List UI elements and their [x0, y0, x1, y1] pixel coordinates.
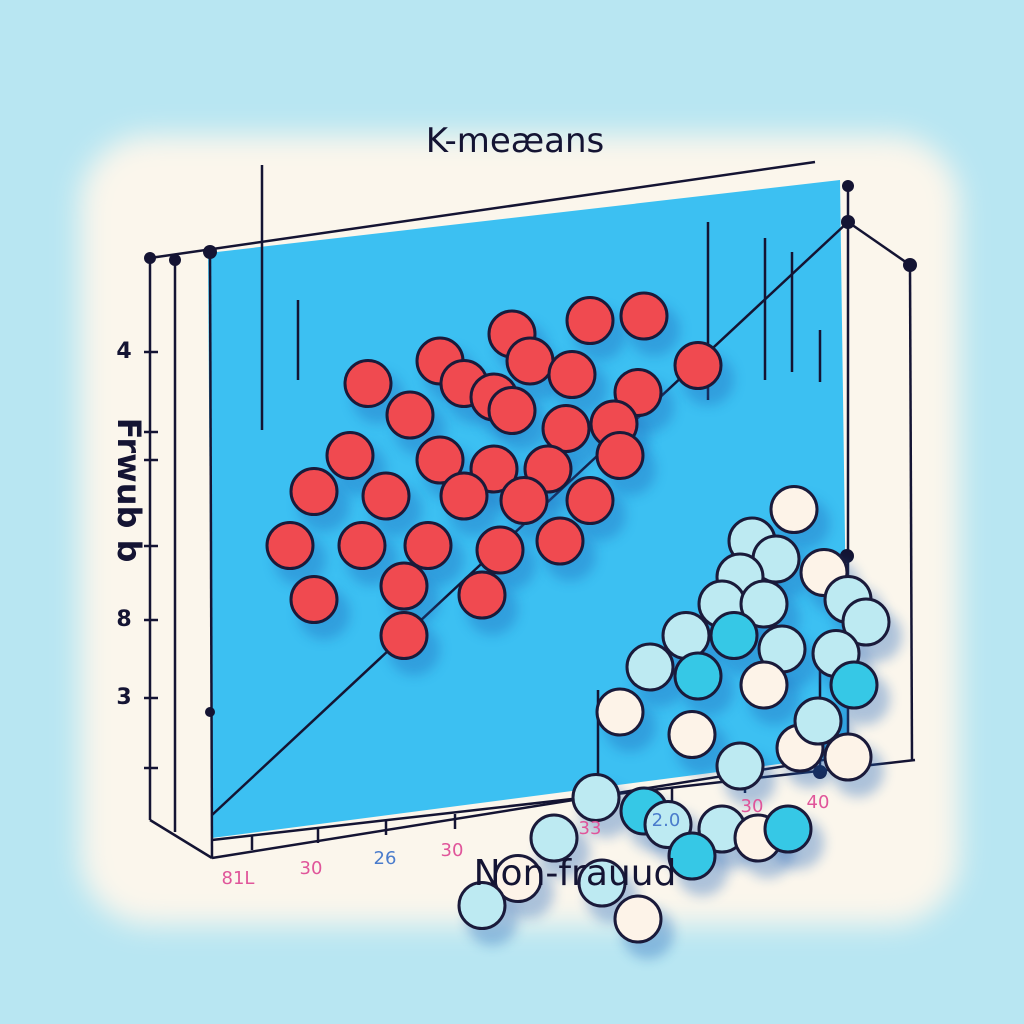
- fraud-point: [505, 336, 555, 386]
- frame-dot: [203, 245, 217, 259]
- frame-dot: [169, 254, 181, 266]
- fraud-point: [541, 404, 591, 453]
- fraud-point: [475, 525, 525, 575]
- non-fraud-point: [667, 831, 717, 881]
- frame-dot: [205, 707, 215, 717]
- fraud-point: [289, 467, 339, 516]
- y-tick-label: 4: [116, 339, 131, 364]
- non-fraud-point: [613, 894, 663, 944]
- chart-title: K-meæans: [426, 121, 605, 161]
- fraud-point: [619, 291, 669, 341]
- non-fraud-point: [763, 804, 813, 854]
- fraud-point: [535, 516, 585, 566]
- non-fraud-point: [673, 651, 723, 701]
- x-tick-labels: 81L 30 26 30 33 2.0 30 40: [222, 792, 830, 889]
- non-fraud-point: [529, 813, 579, 863]
- fraud-point: [565, 296, 615, 345]
- fraud-point: [325, 431, 375, 480]
- y-tick-labels: 4 8 3: [116, 339, 131, 710]
- fraud-point: [499, 476, 549, 525]
- x-tick-label: 30: [300, 858, 323, 879]
- fraud-point: [673, 341, 723, 390]
- fraud-point: [337, 521, 387, 570]
- fraud-point: [361, 471, 411, 521]
- x-tick-label: 26: [374, 848, 397, 869]
- non-fraud-point: [571, 773, 621, 822]
- non-fraud-point: [625, 642, 675, 692]
- non-fraud-point: [715, 741, 765, 791]
- non-fraud-point: [709, 611, 759, 660]
- non-fraud-point: [841, 597, 891, 647]
- fraud-point: [415, 435, 465, 485]
- fraud-point: [343, 359, 393, 408]
- non-fraud-point: [739, 660, 789, 710]
- x-tick-label: 30: [441, 840, 464, 861]
- x-tick-label: 2.0: [652, 810, 681, 831]
- non-fraud-point: [769, 485, 819, 534]
- frame-dot: [841, 215, 855, 229]
- non-fraud-point: [793, 696, 843, 746]
- non-fraud-point: [739, 579, 789, 629]
- non-fraud-point: [661, 611, 711, 660]
- fraud-point: [565, 476, 615, 525]
- fraud-point: [439, 471, 489, 521]
- x-tick-label: 40: [807, 792, 830, 813]
- frame-dot: [903, 258, 917, 272]
- scatter-points: [265, 291, 891, 944]
- frame-dot: [842, 180, 854, 192]
- fraud-point: [487, 386, 537, 435]
- fraud-point: [457, 570, 507, 620]
- fraud-point: [289, 575, 339, 624]
- y-axis-label: Frwub b: [110, 418, 148, 563]
- fraud-point: [403, 521, 453, 570]
- x-axis-label: Non-frauud: [474, 853, 677, 894]
- fraud-point: [595, 431, 645, 480]
- non-fraud-point: [595, 687, 645, 737]
- non-fraud-point: [667, 710, 717, 759]
- x-tick-label: 33: [579, 818, 602, 839]
- y-tick-label: 3: [116, 685, 131, 710]
- non-fraud-point: [577, 858, 627, 908]
- y-ticks: [144, 350, 158, 770]
- fraud-point: [547, 350, 597, 399]
- non-fraud-point: [829, 660, 879, 710]
- y-tick-label: 8: [116, 607, 131, 632]
- x-tick-label: 30: [741, 796, 764, 817]
- frame-dot: [144, 252, 156, 264]
- x-tick-label: 81L: [222, 868, 255, 889]
- non-fraud-point: [823, 732, 873, 782]
- fraud-point: [265, 521, 315, 570]
- fraud-point: [385, 390, 435, 440]
- fraud-point: [379, 611, 429, 660]
- non-fraud-point: [493, 854, 543, 903]
- fraud-point: [379, 561, 429, 611]
- non-fraud-point: [457, 881, 507, 930]
